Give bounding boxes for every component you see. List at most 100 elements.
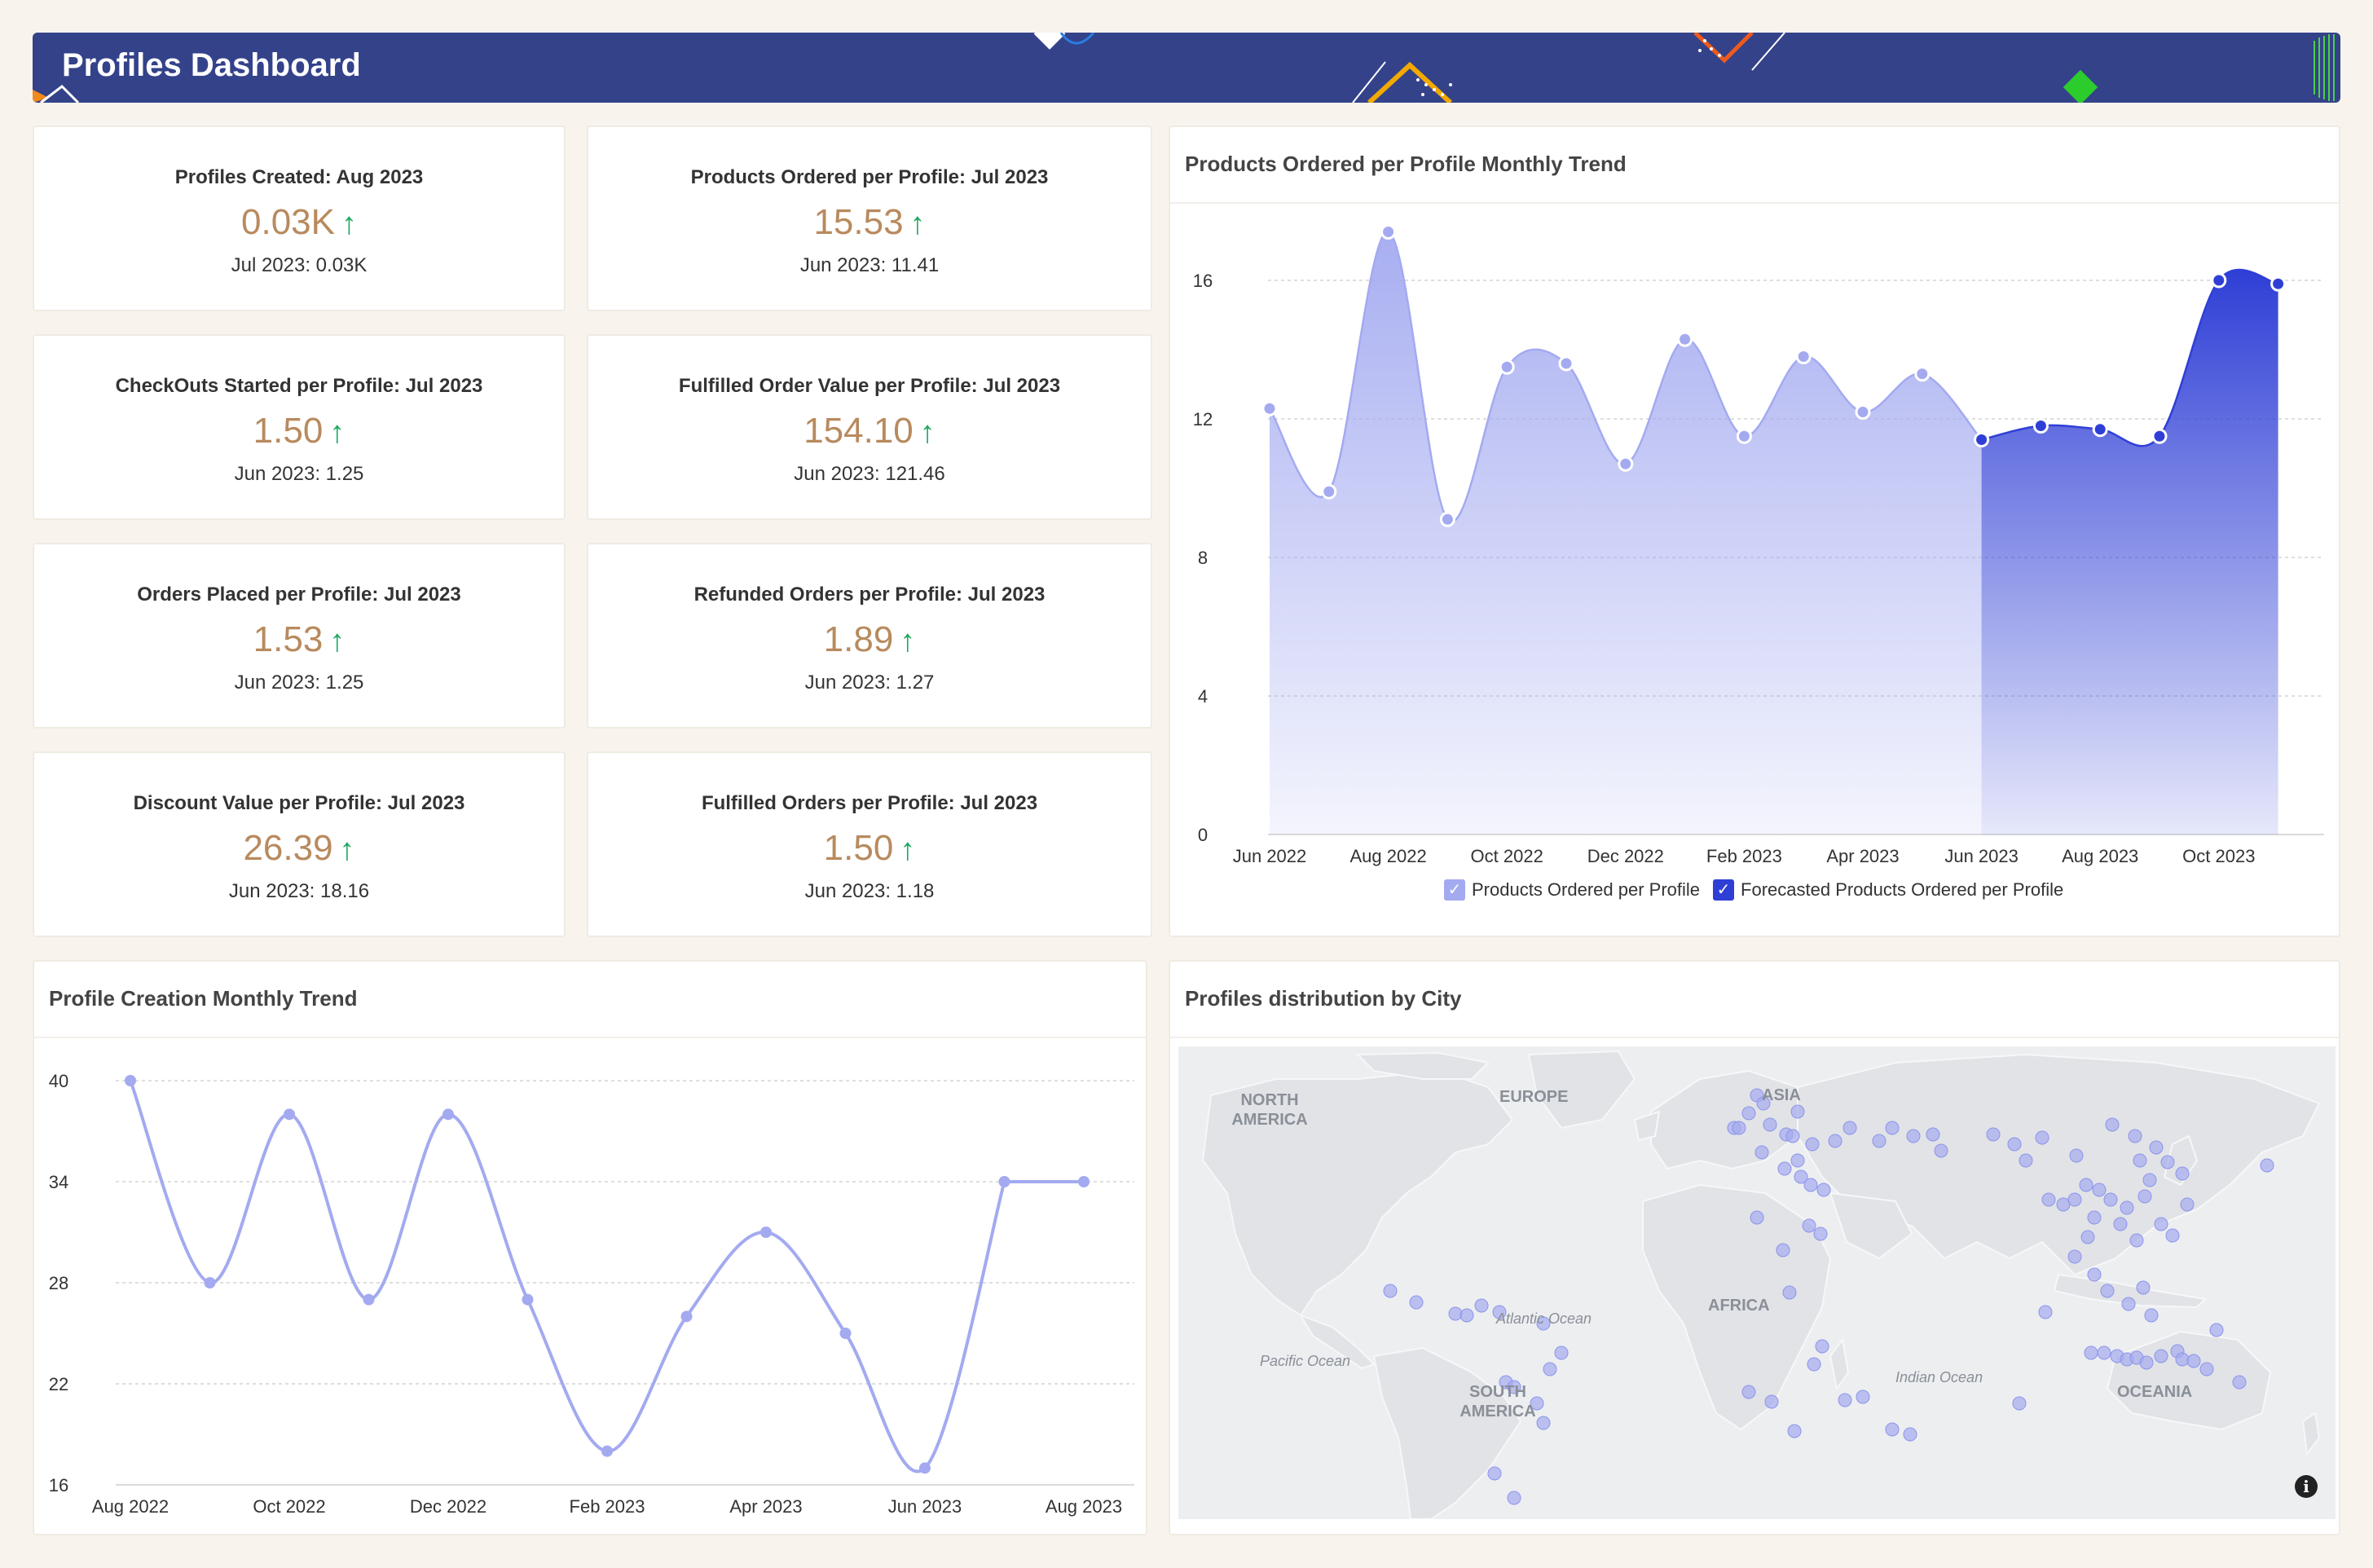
x-tick-label: Apr 2023 xyxy=(1826,846,1899,866)
kpi-card-discount-value[interactable]: Discount Value per Profile: Jul 2023 26.… xyxy=(33,751,566,937)
legend-item-actual[interactable]: ✓ Products Ordered per Profile xyxy=(1444,879,1700,901)
city-marker xyxy=(2092,1183,2107,1197)
city-marker xyxy=(1802,1218,1816,1233)
legend-label: Products Ordered per Profile xyxy=(1472,879,1701,900)
kpi-value-text: 154.10 xyxy=(803,411,914,451)
kpi-card-profiles-created[interactable]: Profiles Created: Aug 2023 0.03K ↑ Jul 20… xyxy=(33,126,566,311)
city-marker xyxy=(1763,1117,1777,1132)
city-marker xyxy=(2139,1355,2154,1370)
city-marker xyxy=(2069,1148,2084,1163)
kpi-card-refunded-orders[interactable]: Refunded Orders per Profile: Jul 2023 1.… xyxy=(587,543,1152,729)
city-marker xyxy=(2105,1117,2120,1132)
city-marker xyxy=(1807,1357,1821,1372)
city-marker xyxy=(2097,1346,2111,1360)
up-arrow-icon: ↑ xyxy=(919,416,936,450)
world-map[interactable]: NORTH AMERICA Atlantic Ocean Pacific Oce… xyxy=(1178,1046,2336,1519)
city-marker xyxy=(1934,1143,1948,1158)
data-point xyxy=(442,1108,454,1121)
x-tick-label: Oct 2023 xyxy=(2182,846,2255,866)
city-marker xyxy=(1383,1284,1398,1298)
legend-item-forecast[interactable]: ✓ Forecasted Products Ordered per Profil… xyxy=(1713,879,2063,901)
label-south-america-1: SOUTH xyxy=(1469,1383,1526,1401)
page-title: Profiles Dashboard xyxy=(62,47,361,83)
kpi-previous: Jun 2023: 11.41 xyxy=(799,254,940,276)
city-marker xyxy=(1885,1121,1900,1135)
city-marker xyxy=(1507,1491,1521,1505)
kpi-value-text: 1.50 xyxy=(823,828,894,868)
city-marker xyxy=(1986,1127,2001,1142)
checkbox-icon[interactable]: ✓ xyxy=(1444,879,1465,901)
profile-creation-chart: 16 22 28 34 40 Aug 2022 Oct 2022 Dec 2022 Feb 20… xyxy=(49,1071,1134,1517)
city-marker xyxy=(2080,1230,2095,1244)
kpi-value: 1.50 ↑ xyxy=(34,411,564,451)
city-marker xyxy=(1776,1243,1790,1257)
checkbox-icon[interactable]: ✓ xyxy=(1713,879,1735,901)
city-marker xyxy=(2154,1217,2168,1231)
kpi-value: 1.53 ↑ xyxy=(34,619,564,660)
x-tick-label: Apr 2023 xyxy=(729,1496,802,1517)
city-marker xyxy=(1554,1346,1569,1360)
city-marker xyxy=(2100,1284,2115,1298)
kpi-card-fulfilled-orders[interactable]: Fulfilled Orders per Profile: Jul 2023 1… xyxy=(587,751,1152,937)
city-marker xyxy=(2186,1354,2201,1368)
city-marker xyxy=(1813,1227,1828,1241)
city-marker xyxy=(1732,1121,1746,1135)
city-marker xyxy=(1856,1390,1870,1404)
city-marker xyxy=(1741,1385,1756,1399)
kpi-title: Products Ordered per Profile: Jul 2023 xyxy=(690,166,1049,188)
panel-divider xyxy=(1170,202,2339,204)
up-arrow-icon: ↑ xyxy=(329,416,346,450)
panel-divider xyxy=(1170,1037,2339,1038)
data-point xyxy=(680,1310,693,1323)
data-point xyxy=(2032,418,2049,434)
y-tick-label: 40 xyxy=(49,1071,68,1091)
city-marker xyxy=(2260,1158,2274,1173)
kpi-previous: Jul 2023: 0.03K xyxy=(231,254,368,276)
kpi-value: 0.03K ↑ xyxy=(34,202,564,243)
city-marker xyxy=(2113,1217,2128,1231)
data-point xyxy=(998,1176,1010,1187)
kpi-card-products-ordered[interactable]: Products Ordered per Profile: Jul 2023 1… xyxy=(587,126,1152,311)
kpi-card-fulfilled-order-value[interactable]: Fulfilled Order Value per Profile: Jul 2… xyxy=(587,334,1152,520)
x-tick-label: Oct 2022 xyxy=(1471,846,1543,866)
kpi-title: Orders Placed per Profile: Jul 2023 xyxy=(137,584,461,606)
city-marker xyxy=(1790,1153,1805,1168)
city-marker xyxy=(2103,1192,2118,1207)
city-marker xyxy=(2121,1297,2136,1311)
label-europe: EUROPE xyxy=(1499,1088,1568,1106)
up-arrow-icon: ↑ xyxy=(341,207,357,241)
city-marker xyxy=(1794,1169,1808,1184)
data-point xyxy=(1736,428,1752,444)
data-point xyxy=(522,1293,534,1306)
y-tick-label: 8 xyxy=(1198,548,1208,568)
y-tick-label: 16 xyxy=(49,1475,68,1495)
city-markers[interactable] xyxy=(1383,1088,2274,1505)
data-point xyxy=(2211,272,2227,288)
kpi-value: 154.10 ↑ xyxy=(588,411,1151,451)
label-asia: ASIA xyxy=(1762,1086,1801,1104)
city-marker xyxy=(2087,1267,2102,1282)
up-arrow-icon: ↑ xyxy=(329,624,346,658)
city-marker xyxy=(2067,1249,2082,1264)
x-tick-label: Dec 2022 xyxy=(1587,846,1664,866)
kpi-card-checkouts-started[interactable]: CheckOuts Started per Profile: Jul 2023 … xyxy=(33,334,566,520)
data-point xyxy=(2092,421,2108,438)
city-marker xyxy=(2038,1305,2053,1319)
kpi-value: 1.89 ↑ xyxy=(588,619,1151,660)
kpi-card-orders-placed[interactable]: Orders Placed per Profile: Jul 2023 1.53… xyxy=(33,543,566,729)
city-marker xyxy=(1492,1305,1507,1319)
up-arrow-icon: ↑ xyxy=(900,833,916,867)
city-marker xyxy=(2079,1178,2093,1192)
city-marker xyxy=(1926,1127,1940,1142)
city-marker xyxy=(1409,1295,1424,1310)
data-point xyxy=(363,1293,375,1306)
city-marker xyxy=(2136,1280,2151,1295)
y-tick-label: 12 xyxy=(1193,409,1213,429)
info-icon[interactable]: i xyxy=(2295,1475,2318,1498)
city-marker xyxy=(1459,1308,1474,1323)
data-point xyxy=(284,1108,295,1121)
city-marker xyxy=(2154,1349,2168,1363)
city-marker xyxy=(2149,1140,2164,1155)
data-point xyxy=(1078,1176,1090,1187)
x-tick-label: Aug 2022 xyxy=(92,1496,169,1517)
